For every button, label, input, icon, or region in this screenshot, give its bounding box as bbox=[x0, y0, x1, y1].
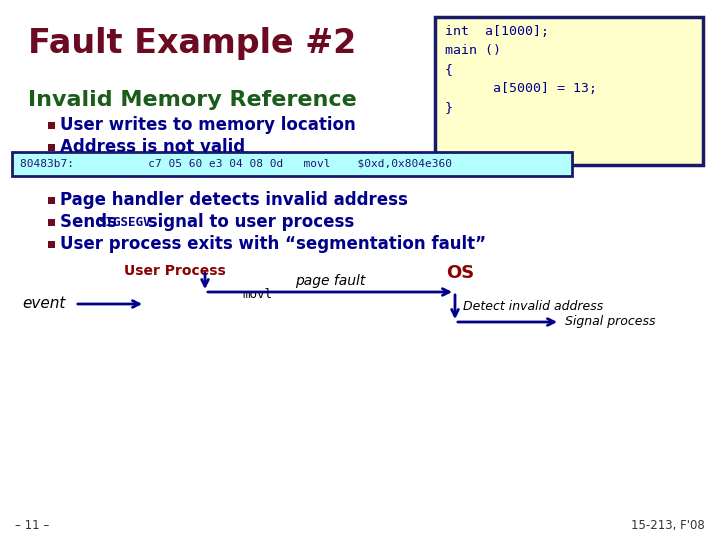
Text: movl: movl bbox=[242, 288, 272, 301]
Text: OS: OS bbox=[446, 264, 474, 282]
Text: int  a[1000];
main ()
{
      a[5000] = 13;
}: int a[1000]; main () { a[5000] = 13; } bbox=[445, 25, 597, 114]
Text: event: event bbox=[22, 296, 66, 312]
Text: Detect invalid address: Detect invalid address bbox=[463, 300, 603, 314]
Bar bbox=[48, 219, 55, 226]
Text: 15-213, F'08: 15-213, F'08 bbox=[631, 519, 705, 532]
Text: User process exits with “segmentation fault”: User process exits with “segmentation fa… bbox=[60, 235, 486, 253]
Text: Invalid Memory Reference: Invalid Memory Reference bbox=[28, 90, 356, 110]
Text: User writes to memory location: User writes to memory location bbox=[60, 116, 356, 134]
Bar bbox=[48, 240, 55, 247]
Text: User Process: User Process bbox=[124, 264, 226, 278]
Text: page fault: page fault bbox=[294, 274, 365, 288]
Text: Fault Example #2: Fault Example #2 bbox=[28, 27, 356, 60]
Text: SIGSEGV: SIGSEGV bbox=[98, 215, 150, 228]
Bar bbox=[48, 144, 55, 151]
Text: Sends: Sends bbox=[60, 213, 122, 231]
Text: Page handler detects invalid address: Page handler detects invalid address bbox=[60, 191, 408, 209]
Text: Address is not valid: Address is not valid bbox=[60, 138, 245, 156]
Text: Signal process: Signal process bbox=[565, 315, 655, 328]
Text: 80483b7:           c7 05 60 e3 04 08 0d   movl    $0xd,0x804e360: 80483b7: c7 05 60 e3 04 08 0d movl $0xd,… bbox=[20, 159, 452, 169]
Bar bbox=[12, 152, 572, 176]
Bar bbox=[48, 197, 55, 204]
Bar bbox=[435, 17, 703, 165]
Text: signal to user process: signal to user process bbox=[142, 213, 354, 231]
Bar bbox=[48, 122, 55, 129]
Text: – 11 –: – 11 – bbox=[15, 519, 49, 532]
